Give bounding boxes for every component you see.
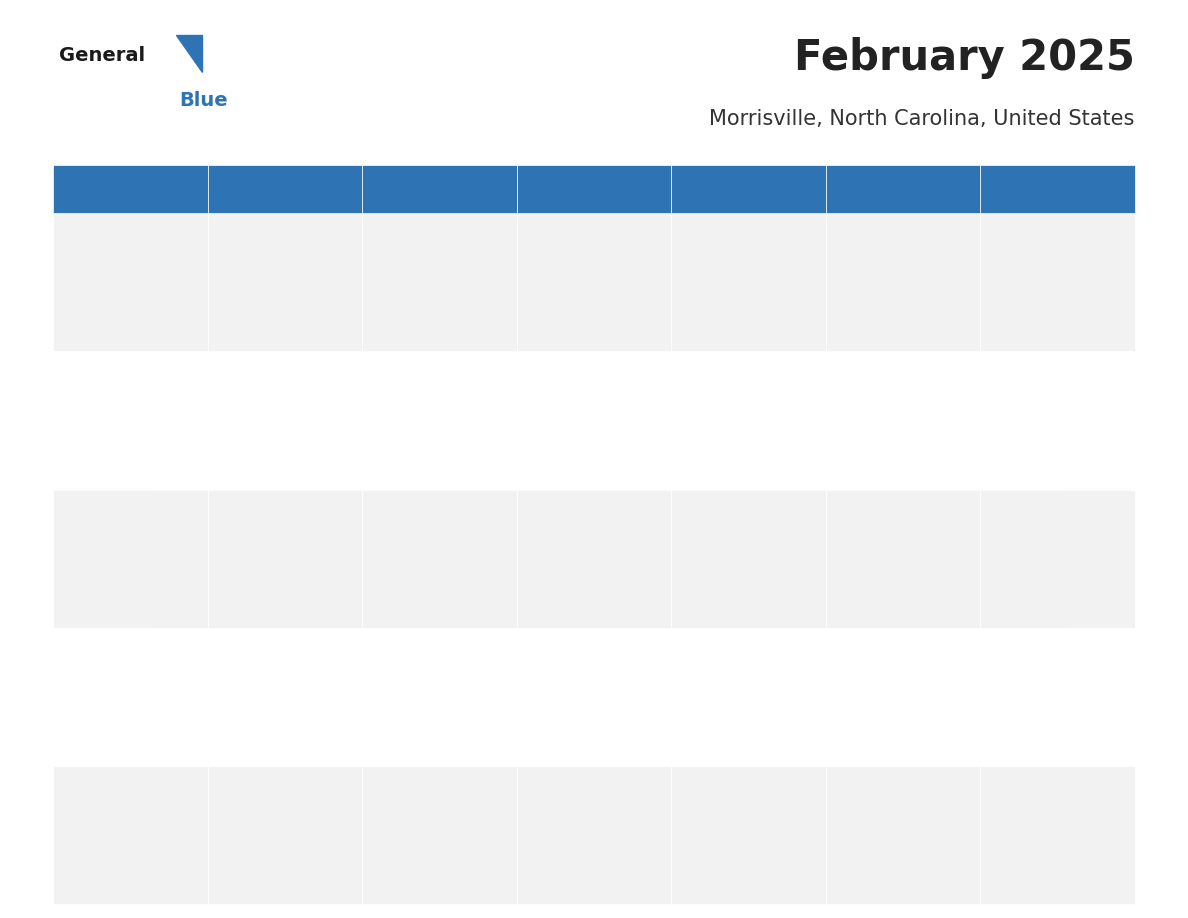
- Text: General: General: [59, 46, 145, 64]
- Text: 28: 28: [834, 778, 855, 792]
- Text: 20: 20: [680, 639, 701, 654]
- Text: Sunrise: 7:06 AM
Sunset: 5:52 PM
Daylight: 10 hours
and 45 minutes.: Sunrise: 7:06 AM Sunset: 5:52 PM Dayligh…: [371, 526, 472, 578]
- Text: Sunrise: 7:13 AM
Sunset: 5:45 PM
Daylight: 10 hours
and 31 minutes.: Sunrise: 7:13 AM Sunset: 5:45 PM Dayligh…: [371, 387, 472, 441]
- Text: 2: 2: [62, 363, 72, 377]
- Text: 10: 10: [216, 500, 238, 516]
- Text: Sunday: Sunday: [62, 182, 122, 196]
- Text: 22: 22: [988, 639, 1010, 654]
- Text: Thursday: Thursday: [680, 182, 756, 196]
- Text: 15: 15: [988, 500, 1010, 516]
- Text: Friday: Friday: [834, 182, 885, 196]
- Text: Wednesday: Wednesday: [525, 182, 620, 196]
- Text: 7: 7: [834, 363, 845, 377]
- Text: 1: 1: [988, 224, 999, 240]
- Text: 4: 4: [371, 363, 381, 377]
- Text: Sunrise: 6:53 AM
Sunset: 6:04 PM
Daylight: 11 hours
and 10 minutes.: Sunrise: 6:53 AM Sunset: 6:04 PM Dayligh…: [62, 802, 163, 856]
- Text: 24: 24: [216, 778, 238, 792]
- Text: 11: 11: [371, 500, 392, 516]
- Text: Sunrise: 7:10 AM
Sunset: 5:48 PM
Daylight: 10 hours
and 37 minutes.: Sunrise: 7:10 AM Sunset: 5:48 PM Dayligh…: [834, 387, 935, 441]
- Text: Sunrise: 6:51 AM
Sunset: 6:05 PM
Daylight: 11 hours
and 13 minutes.: Sunrise: 6:51 AM Sunset: 6:05 PM Dayligh…: [216, 802, 317, 856]
- Text: Sunrise: 7:15 AM
Sunset: 5:41 PM
Daylight: 10 hours
and 26 minutes.: Sunrise: 7:15 AM Sunset: 5:41 PM Dayligh…: [988, 249, 1089, 302]
- Text: 14: 14: [834, 500, 855, 516]
- Text: Sunrise: 7:14 AM
Sunset: 5:43 PM
Daylight: 10 hours
and 28 minutes.: Sunrise: 7:14 AM Sunset: 5:43 PM Dayligh…: [62, 387, 163, 441]
- Text: Sunrise: 6:57 AM
Sunset: 6:00 PM
Daylight: 11 hours
and 2 minutes.: Sunrise: 6:57 AM Sunset: 6:00 PM Dayligh…: [525, 664, 626, 717]
- Text: Sunrise: 7:14 AM
Sunset: 5:44 PM
Daylight: 10 hours
and 29 minutes.: Sunrise: 7:14 AM Sunset: 5:44 PM Dayligh…: [216, 387, 317, 441]
- Text: Sunrise: 7:05 AM
Sunset: 5:53 PM
Daylight: 10 hours
and 47 minutes.: Sunrise: 7:05 AM Sunset: 5:53 PM Dayligh…: [525, 526, 626, 578]
- Text: Sunrise: 7:12 AM
Sunset: 5:46 PM
Daylight: 10 hours
and 33 minutes.: Sunrise: 7:12 AM Sunset: 5:46 PM Dayligh…: [525, 387, 626, 441]
- Text: Sunrise: 7:04 AM
Sunset: 5:54 PM
Daylight: 10 hours
and 49 minutes.: Sunrise: 7:04 AM Sunset: 5:54 PM Dayligh…: [680, 526, 781, 578]
- Text: Sunrise: 6:56 AM
Sunset: 6:01 PM
Daylight: 11 hours
and 4 minutes.: Sunrise: 6:56 AM Sunset: 6:01 PM Dayligh…: [680, 664, 781, 717]
- Text: Sunrise: 6:46 AM
Sunset: 6:08 PM
Daylight: 11 hours
and 22 minutes.: Sunrise: 6:46 AM Sunset: 6:08 PM Dayligh…: [834, 802, 935, 856]
- Text: Sunrise: 7:03 AM
Sunset: 5:55 PM
Daylight: 10 hours
and 51 minutes.: Sunrise: 7:03 AM Sunset: 5:55 PM Dayligh…: [834, 526, 935, 578]
- Text: 6: 6: [680, 363, 690, 377]
- Text: 3: 3: [216, 363, 227, 377]
- Text: Blue: Blue: [179, 92, 228, 110]
- Text: 16: 16: [62, 639, 83, 654]
- Text: Tuesday: Tuesday: [371, 182, 437, 196]
- Text: Saturday: Saturday: [988, 182, 1063, 196]
- Text: 27: 27: [680, 778, 701, 792]
- Text: 13: 13: [680, 500, 701, 516]
- Text: Sunrise: 7:09 AM
Sunset: 5:49 PM
Daylight: 10 hours
and 39 minutes.: Sunrise: 7:09 AM Sunset: 5:49 PM Dayligh…: [988, 387, 1089, 441]
- Text: Sunrise: 6:54 AM
Sunset: 6:03 PM
Daylight: 11 hours
and 8 minutes.: Sunrise: 6:54 AM Sunset: 6:03 PM Dayligh…: [988, 664, 1089, 717]
- Text: Sunrise: 6:48 AM
Sunset: 6:07 PM
Daylight: 11 hours
and 19 minutes.: Sunrise: 6:48 AM Sunset: 6:07 PM Dayligh…: [680, 802, 781, 856]
- Text: 9: 9: [62, 500, 72, 516]
- Text: 8: 8: [988, 363, 999, 377]
- Text: Sunrise: 6:49 AM
Sunset: 6:07 PM
Daylight: 11 hours
and 17 minutes.: Sunrise: 6:49 AM Sunset: 6:07 PM Dayligh…: [525, 802, 626, 856]
- Text: 23: 23: [62, 778, 83, 792]
- Text: Monday: Monday: [216, 182, 280, 196]
- Text: 12: 12: [525, 500, 546, 516]
- Text: 26: 26: [525, 778, 546, 792]
- Text: Sunrise: 6:55 AM
Sunset: 6:02 PM
Daylight: 11 hours
and 6 minutes.: Sunrise: 6:55 AM Sunset: 6:02 PM Dayligh…: [834, 664, 935, 717]
- Text: Sunrise: 7:07 AM
Sunset: 5:51 PM
Daylight: 10 hours
and 43 minutes.: Sunrise: 7:07 AM Sunset: 5:51 PM Dayligh…: [216, 526, 317, 578]
- Text: Morrisville, North Carolina, United States: Morrisville, North Carolina, United Stat…: [709, 109, 1135, 129]
- Text: Sunrise: 7:01 AM
Sunset: 5:57 PM
Daylight: 10 hours
and 55 minutes.: Sunrise: 7:01 AM Sunset: 5:57 PM Dayligh…: [62, 664, 163, 717]
- Text: Sunrise: 7:08 AM
Sunset: 5:50 PM
Daylight: 10 hours
and 41 minutes.: Sunrise: 7:08 AM Sunset: 5:50 PM Dayligh…: [62, 526, 163, 578]
- Text: Sunrise: 6:50 AM
Sunset: 6:06 PM
Daylight: 11 hours
and 15 minutes.: Sunrise: 6:50 AM Sunset: 6:06 PM Dayligh…: [371, 802, 472, 856]
- Text: February 2025: February 2025: [794, 37, 1135, 79]
- Text: Sunrise: 7:11 AM
Sunset: 5:47 PM
Daylight: 10 hours
and 35 minutes.: Sunrise: 7:11 AM Sunset: 5:47 PM Dayligh…: [680, 387, 781, 441]
- Text: 21: 21: [834, 639, 855, 654]
- Text: 5: 5: [525, 363, 536, 377]
- Text: 18: 18: [371, 639, 392, 654]
- Text: 25: 25: [371, 778, 392, 792]
- Text: 19: 19: [525, 639, 546, 654]
- Text: Sunrise: 7:02 AM
Sunset: 5:56 PM
Daylight: 10 hours
and 53 minutes.: Sunrise: 7:02 AM Sunset: 5:56 PM Dayligh…: [988, 526, 1089, 578]
- Text: Sunrise: 7:00 AM
Sunset: 5:58 PM
Daylight: 10 hours
and 58 minutes.: Sunrise: 7:00 AM Sunset: 5:58 PM Dayligh…: [216, 664, 317, 717]
- Text: Sunrise: 6:59 AM
Sunset: 5:59 PM
Daylight: 11 hours
and 0 minutes.: Sunrise: 6:59 AM Sunset: 5:59 PM Dayligh…: [371, 664, 472, 717]
- Text: 17: 17: [216, 639, 238, 654]
